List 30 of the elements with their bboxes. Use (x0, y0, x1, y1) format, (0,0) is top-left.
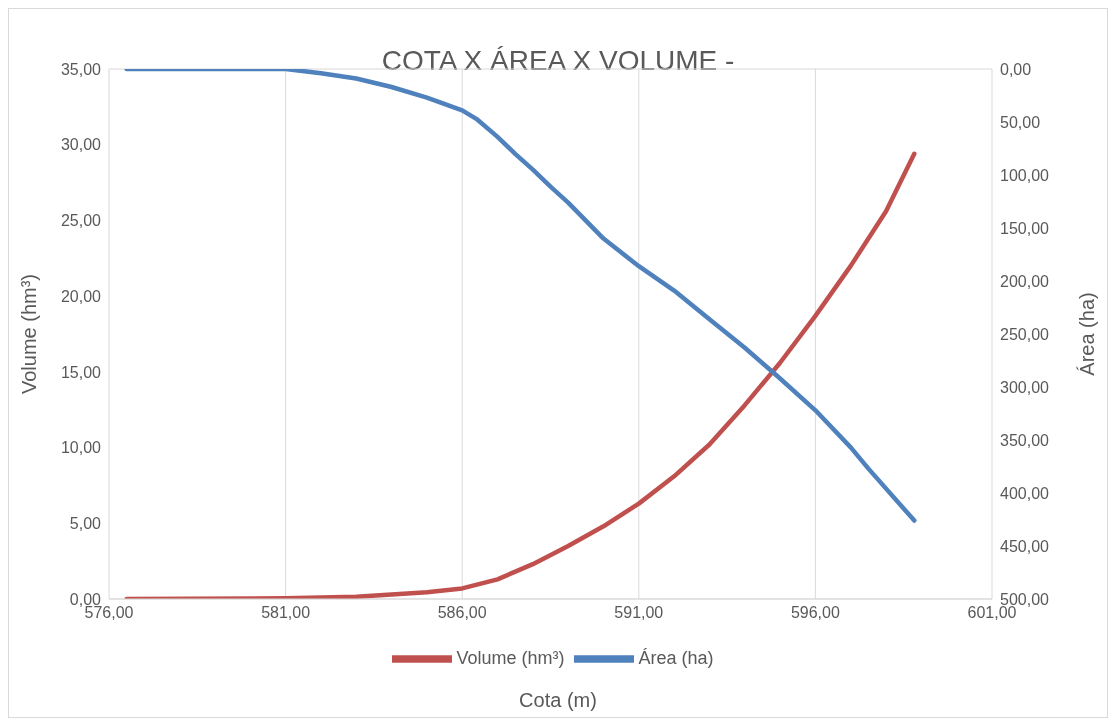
y2-tick-label: 50,00 (1000, 113, 1041, 131)
x-tick-label: 576,00 (84, 604, 134, 622)
x-tick-label: 596,00 (790, 604, 840, 622)
x-axis-title: Cota (m) (518, 689, 598, 712)
y2-tick-label: 300,00 (1000, 378, 1050, 396)
y-axis-title: Volume (hm³) (18, 273, 41, 395)
y2-tick-label: 150,00 (1000, 219, 1050, 237)
y-tick-label: 15,00 (60, 363, 102, 381)
y-tick-label: 35,00 (60, 60, 102, 78)
y-tick-label: 5,00 (69, 514, 102, 532)
x-tick-label: 581,00 (261, 604, 311, 622)
x-tick-label: 586,00 (437, 604, 487, 622)
y2-tick-label: 100,00 (1000, 166, 1050, 184)
y-tick-label: 30,00 (60, 136, 102, 154)
y-tick-label: 20,00 (60, 287, 102, 305)
y2-tick-label: 400,00 (1000, 484, 1050, 502)
y2-tick-label: 450,00 (1000, 537, 1050, 555)
y2-tick-label: 0,00 (1000, 60, 1032, 78)
y2-tick-label: 350,00 (1000, 431, 1050, 449)
y2-tick-label: 200,00 (1000, 272, 1050, 290)
legend-label: Volume (hm³) (456, 647, 565, 668)
chart-title: COTA X ÁREA X VOLUME - (381, 45, 735, 76)
line-series (124, 69, 917, 523)
y2-tick-label: 250,00 (1000, 325, 1050, 343)
y-tick-label: 10,00 (60, 439, 102, 457)
x-tick-label: 591,00 (614, 604, 664, 622)
y2-axis-title: Área (ha) (1076, 292, 1099, 376)
line-series (124, 151, 917, 599)
legend-label: Área (ha) (638, 647, 714, 668)
y-tick-label: 25,00 (60, 212, 102, 230)
